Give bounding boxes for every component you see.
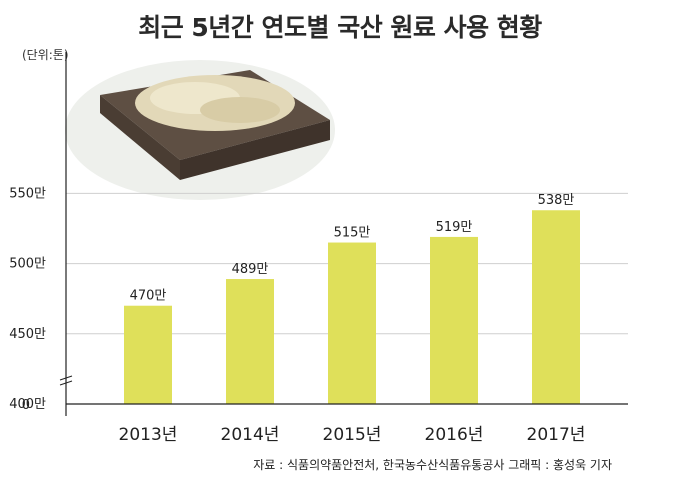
bar (226, 279, 274, 404)
chart-title: 최근 5년간 연도별 국산 원료 사용 현황 (138, 13, 542, 42)
source-credit: 자료 : 식품의약품안전처, 한국농수산식품유통공사 그래픽 : 홍성욱 기자 (253, 458, 612, 472)
y-tick-label: 450만 (9, 327, 46, 342)
bar (532, 210, 580, 404)
category-label: 2017년 (527, 425, 586, 445)
y-tick-label: 550만 (9, 186, 46, 201)
value-label: 489만 (232, 262, 269, 277)
value-label: 519만 (436, 220, 473, 235)
unit-label: (단위:톤) (22, 48, 69, 62)
herb-bowl-illustration (65, 60, 335, 200)
category-label: 2015년 (323, 425, 382, 445)
category-label: 2014년 (221, 425, 280, 445)
bar (124, 305, 172, 404)
value-label: 538만 (538, 193, 575, 208)
bar (430, 236, 478, 404)
value-label: 470만 (130, 289, 167, 304)
y-tick-label: 500만 (9, 257, 46, 272)
value-label: 515만 (334, 226, 371, 241)
bar (328, 242, 376, 404)
y-tick-label: 400만 (9, 397, 46, 412)
y-origin-label: 0 (22, 398, 30, 413)
category-label: 2013년 (119, 425, 178, 445)
category-label: 2016년 (425, 425, 484, 445)
